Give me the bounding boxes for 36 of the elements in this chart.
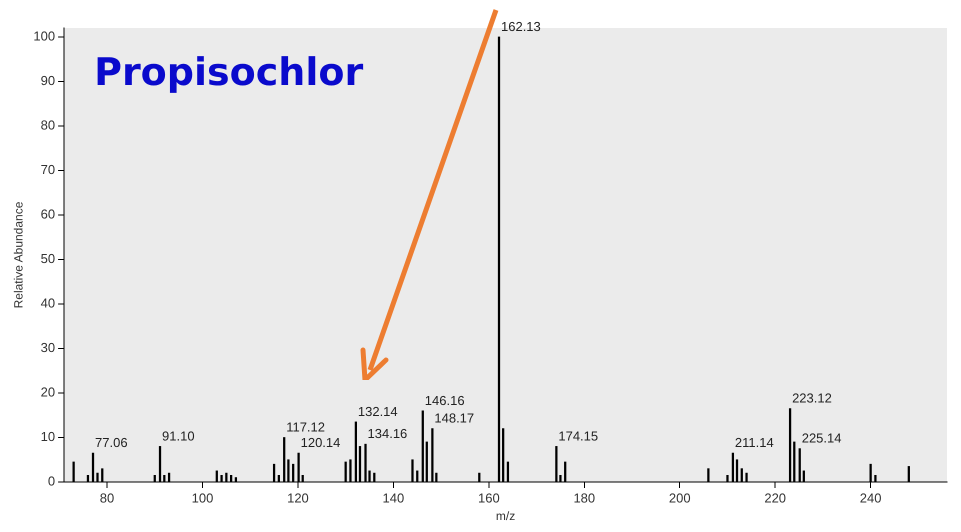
y-axis-title: Relative Abundance bbox=[12, 201, 26, 308]
annotation: 91.10 bbox=[162, 428, 195, 444]
annotation: 117.12 bbox=[286, 420, 325, 435]
annotation: 223.12 bbox=[792, 390, 832, 406]
y-tick-label: 100 bbox=[33, 28, 56, 44]
y-tick-label: 20 bbox=[40, 384, 56, 400]
x-axis-title: m/z bbox=[496, 509, 516, 524]
x-tick-label: 120 bbox=[287, 490, 309, 506]
y-tick-label: 40 bbox=[40, 296, 56, 311]
x-tick-label: 220 bbox=[764, 490, 786, 506]
x-tick-label: 240 bbox=[860, 490, 882, 506]
annotation: 120.14 bbox=[300, 435, 340, 450]
annotation: 132.14 bbox=[358, 404, 398, 419]
annotation: 225.14 bbox=[802, 430, 842, 446]
y-tick-label: 90 bbox=[40, 72, 56, 88]
x-tick-label: 80 bbox=[100, 490, 114, 506]
x-tick-label: 160 bbox=[478, 490, 500, 506]
annotation: 211.14 bbox=[734, 435, 774, 450]
annotation: 146.16 bbox=[424, 392, 465, 408]
y-tick-label: 50 bbox=[40, 251, 56, 266]
y-tick-label: 0 bbox=[48, 474, 56, 489]
y-tick-label: 70 bbox=[40, 162, 56, 178]
annotation: 134.16 bbox=[368, 426, 408, 442]
annotation: 174.15 bbox=[558, 428, 598, 444]
x-tick-label: 200 bbox=[668, 490, 691, 506]
x-tick-label: 180 bbox=[573, 490, 596, 506]
annotation: 148.17 bbox=[434, 410, 474, 426]
y-tick-label: 60 bbox=[40, 206, 56, 222]
text: Propisochlor bbox=[94, 50, 364, 94]
y-tick-label: 30 bbox=[40, 340, 56, 356]
y-tick-label: 10 bbox=[40, 429, 56, 444]
x-tick-label: 100 bbox=[192, 490, 214, 506]
annotation: 77.06 bbox=[95, 435, 128, 450]
y-tick-label: 80 bbox=[40, 118, 56, 132]
annotation: 162.13 bbox=[501, 18, 541, 34]
x-tick-label: 140 bbox=[382, 490, 404, 506]
